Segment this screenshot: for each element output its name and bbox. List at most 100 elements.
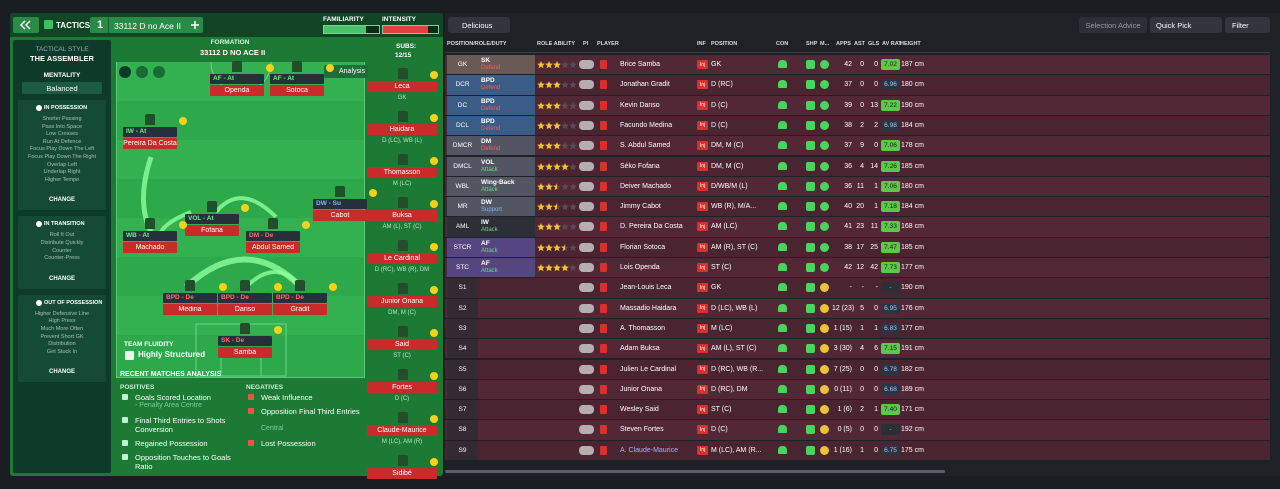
player-role[interactable]: WB - At [126,232,150,239]
player-role[interactable]: VOL - At [188,215,214,222]
filter[interactable]: Filter [1232,21,1249,30]
column-header[interactable]: M... [820,41,830,47]
player-name[interactable]: S. Abdul Samed [620,142,671,150]
player-name[interactable]: Lois Openda [620,264,660,271]
column-header[interactable]: SHP [806,41,818,47]
player-name[interactable]: Adam Buksa [620,345,660,353]
player-name[interactable]: Kevin Danso [620,101,660,109]
player-name[interactable]: Junior Onana [620,385,663,393]
player-name[interactable]: D. Pereira Da Costa [620,223,683,231]
bench-name[interactable]: Buksa [392,211,412,219]
column-header[interactable]: INF [697,41,706,47]
table-row[interactable] [445,237,1270,257]
analysis-label[interactable]: Analysis [339,68,366,75]
column-header[interactable]: AST [854,41,865,47]
role-bar[interactable] [218,293,272,303]
column-header[interactable]: POSITION [711,41,738,47]
change-button[interactable]: CHANGE [48,197,75,204]
name-bar[interactable] [270,85,324,96]
column-header[interactable]: ROLE ABILITY [537,41,575,47]
player-role[interactable]: SK - De [221,337,245,344]
name-bar[interactable] [246,242,300,253]
quick-pick-button[interactable] [1150,17,1222,33]
bench-name-bar[interactable] [367,167,437,178]
table-row[interactable] [445,258,1270,278]
bench-name-bar[interactable] [367,468,437,479]
player-name[interactable]: Facundo Medina [620,121,673,129]
role-bar[interactable] [163,293,217,303]
player-role[interactable]: AF - At [213,75,235,82]
player-role[interactable]: BPD - De [166,294,194,301]
player-name[interactable]: A. Claude-Maurice [620,446,678,454]
player-name[interactable]: Machado [135,243,165,251]
bench-name-bar[interactable] [367,210,437,221]
bench-name-bar[interactable] [367,296,437,307]
player-role[interactable]: IW - At [126,128,147,135]
mentality-select[interactable] [22,82,102,94]
table-row[interactable] [445,359,1270,379]
bench-name-bar[interactable] [367,124,437,135]
role-bar[interactable] [313,199,367,209]
table-row[interactable] [445,379,1270,400]
view-name[interactable]: Delicious [462,21,493,30]
name-bar[interactable] [218,304,272,315]
bench-name[interactable]: Le Cardinal [384,254,420,262]
bench-name-bar[interactable] [367,425,437,436]
bench-name-bar[interactable] [367,253,437,264]
player-name[interactable]: Wesley Said [620,406,659,414]
table-row[interactable] [445,55,1270,75]
tactic-slot[interactable] [90,17,190,33]
table-row[interactable] [445,298,1270,318]
player-name[interactable]: Deiver Machado [620,182,671,190]
table-row[interactable] [445,217,1270,237]
name-bar[interactable] [210,85,264,96]
player-name[interactable]: Gradit [290,305,310,313]
style-name[interactable]: THE ASSEMBLER [30,54,94,63]
player-name[interactable]: Jimmy Cabot [620,203,661,211]
selection-advice[interactable]: Selection Advice [1085,21,1141,30]
name-bar[interactable] [163,304,217,315]
player-name[interactable]: A. Thomasson [620,324,666,332]
player-name[interactable]: Séko Fofana [620,162,660,170]
player-name[interactable]: Cabot [330,211,350,219]
table-row[interactable] [445,95,1270,115]
player-name[interactable]: Fofana [201,226,223,234]
bench-name[interactable]: Leca [394,82,410,90]
player-name[interactable]: Openda [224,86,250,94]
view-select[interactable] [448,17,510,33]
name-bar[interactable] [273,304,327,315]
role-bar[interactable] [185,214,239,224]
bench-name-bar[interactable] [367,339,437,350]
role-bar[interactable] [246,231,300,241]
player-name[interactable]: Jean-Louis Leca [620,284,672,292]
role-bar[interactable] [273,293,327,303]
bench-name[interactable]: Sidibé [392,469,412,477]
name-bar[interactable] [123,138,177,149]
add-tactic-button[interactable] [187,17,203,33]
player-name[interactable]: Danso [234,305,256,313]
role-bar[interactable] [270,74,324,84]
player-role[interactable]: BPD - De [221,294,249,301]
table-row[interactable] [445,400,1270,420]
name-bar[interactable] [185,225,239,236]
table-row[interactable] [445,176,1270,197]
player-role[interactable]: BPD - De [276,294,304,301]
column-header[interactable]: AV RAT [882,41,902,47]
table-row[interactable] [445,115,1270,136]
recent-title[interactable]: RECENT MATCHES ANALYSIS [120,371,222,378]
player-name[interactable]: Abdul Samed [251,243,295,251]
formation-name[interactable]: 33112 D NO ACE II [200,48,266,57]
role-bar[interactable] [210,74,264,84]
bench-name[interactable]: Thomasson [383,168,421,176]
name-bar[interactable] [218,347,272,358]
player-name[interactable]: Julien Le Cardinal [620,365,677,373]
column-header[interactable]: GLS [868,41,880,47]
role-bar[interactable] [123,231,177,241]
player-name[interactable]: Medina [178,305,202,313]
column-header[interactable]: PLAYER [597,41,619,47]
name-bar[interactable] [313,210,367,221]
change-button[interactable]: CHANGE [48,369,75,376]
column-header[interactable]: POSITION/ROLE/DUTY [447,41,507,47]
name-bar[interactable] [123,242,177,253]
player-name[interactable]: Jonathan Gradit [620,81,670,89]
